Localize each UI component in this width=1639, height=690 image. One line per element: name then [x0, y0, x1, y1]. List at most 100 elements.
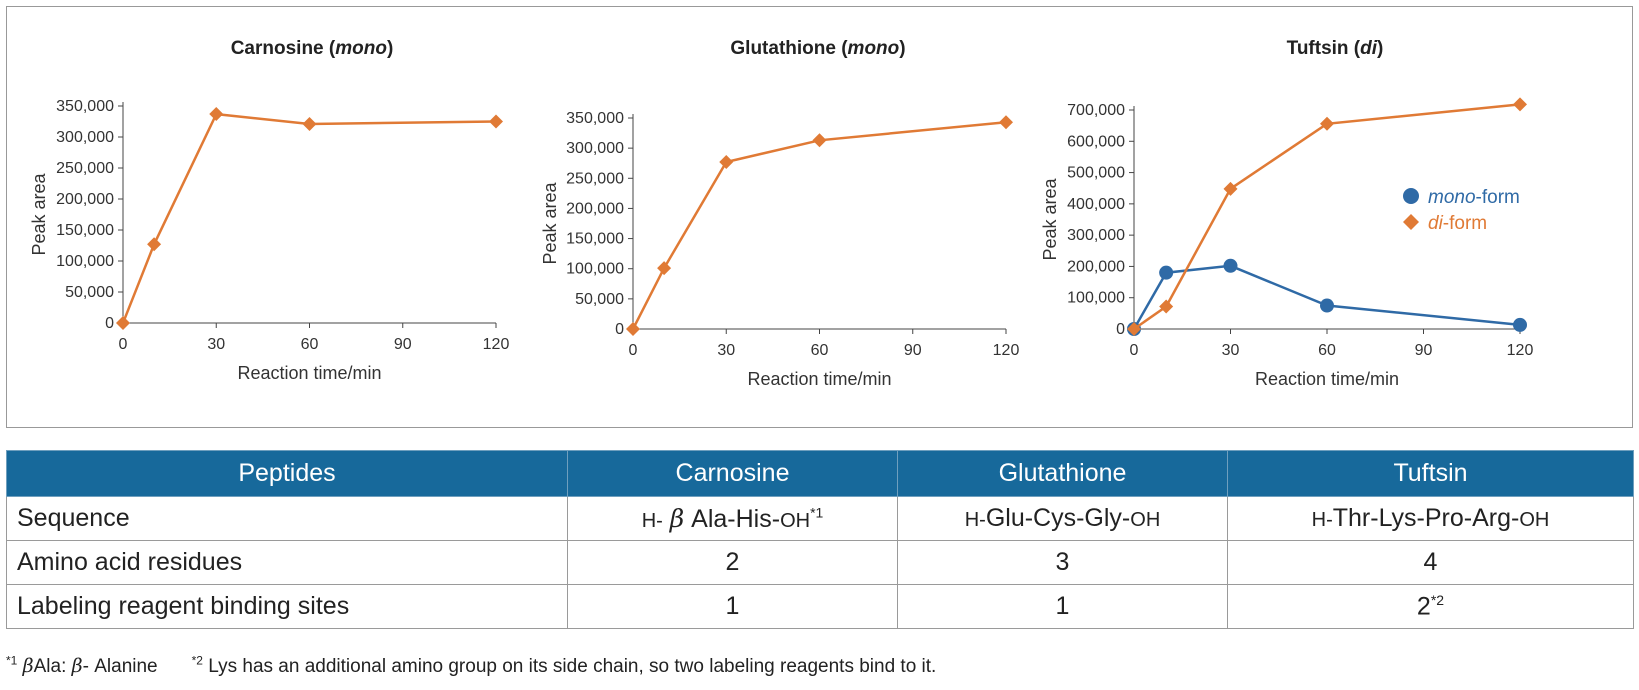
seq-oh: OH: [1130, 509, 1161, 531]
x-tick-label: 90: [394, 336, 412, 353]
beta-symbol: β: [71, 655, 83, 678]
chart-title: Glutathione (mono): [730, 38, 905, 59]
glutathione-sequence: H-Glu-Cys-Gly-OH: [897, 496, 1228, 541]
data-point: [1513, 97, 1527, 112]
x-tick-label: 90: [1415, 342, 1433, 359]
binding-value: 2: [1416, 592, 1431, 621]
data-point: [999, 115, 1013, 130]
seq-oh: OH: [1519, 509, 1550, 531]
series-line: [1132, 264, 1521, 330]
table-row: Labeling reagent binding sites 1 1 2*2: [6, 584, 1634, 629]
data-point: [1320, 298, 1334, 313]
peptide-table: Peptides Carnosine Glutathione Tuftsin S…: [6, 450, 1634, 629]
legend-label: mono-form: [1428, 187, 1520, 208]
header-tuftsin: Tuftsin: [1227, 450, 1634, 497]
data-point: [116, 316, 130, 330]
data-point: [1223, 258, 1238, 273]
y-tick-label: 350,000: [56, 98, 114, 115]
x-axis-label: Reaction time/min: [1255, 369, 1399, 389]
x-tick-label: 0: [119, 336, 128, 353]
seq-h: H-: [964, 509, 986, 531]
beta-symbol: β: [22, 655, 34, 678]
footnote-1: *1 βAla: β- Alanine: [6, 654, 158, 678]
footnote-mark: *2: [191, 654, 203, 668]
y-tick-label: 100,000: [566, 261, 624, 278]
data-point: [657, 261, 672, 276]
y-tick-label: 700,000: [1067, 102, 1125, 119]
footnotes: *1 βAla: β- Alanine *2 Lys has an additio…: [6, 654, 936, 678]
y-tick-label: 50,000: [65, 284, 114, 301]
carnosine-binding: 1: [567, 584, 898, 629]
footnote-ref: *1: [810, 504, 824, 521]
y-tick-label: 350,000: [566, 110, 624, 127]
x-tick-label: 60: [811, 342, 829, 359]
footnote-ref: *2: [1430, 591, 1445, 608]
x-tick-label: 0: [1130, 342, 1139, 359]
y-axis-label: Peak area: [1040, 177, 1060, 260]
x-tick-label: 30: [1222, 342, 1240, 359]
header-carnosine: Carnosine: [567, 450, 898, 497]
y-tick-label: 50,000: [575, 291, 624, 308]
y-tick-label: 400,000: [1067, 196, 1125, 213]
y-tick-label: 200,000: [56, 191, 114, 208]
glutathione-binding: 1: [897, 584, 1228, 629]
y-tick-label: 0: [615, 321, 624, 338]
data-point: [626, 322, 640, 336]
beta-symbol: β: [669, 503, 685, 533]
y-tick-label: 200,000: [566, 200, 624, 217]
glutathione-residues: 3: [897, 540, 1228, 585]
x-axis-label: Reaction time/min: [237, 363, 381, 383]
footnote-text: - Alanine: [82, 656, 158, 678]
y-tick-label: 100,000: [1067, 290, 1125, 307]
y-tick-label: 0: [1116, 321, 1125, 338]
y-tick-label: 300,000: [1067, 227, 1125, 244]
chart-title: Tuftsin (di): [1287, 38, 1384, 59]
chart-title: Carnosine (mono): [231, 38, 394, 59]
footnote-mark: *1: [6, 654, 18, 668]
data-point: [1223, 181, 1238, 196]
carnosine-sequence: H- β Ala-His-OH*1: [567, 496, 898, 541]
header-peptides: Peptides: [6, 450, 568, 497]
data-point: [147, 237, 162, 252]
header-glutathione: Glutathione: [897, 450, 1228, 497]
x-tick-label: 30: [717, 342, 735, 359]
y-tick-label: 200,000: [1067, 258, 1125, 275]
row-label-sequence: Sequence: [6, 496, 568, 541]
y-tick-label: 300,000: [566, 140, 624, 157]
data-point: [302, 116, 317, 131]
data-point: [1159, 265, 1174, 280]
seq-main: Glu-Cys-Gly-: [985, 504, 1131, 532]
y-tick-label: 600,000: [1067, 133, 1125, 150]
x-tick-label: 120: [1507, 342, 1534, 359]
table-header-row: Peptides Carnosine Glutathione Tuftsin: [6, 450, 1634, 497]
x-tick-label: 30: [207, 336, 225, 353]
seq-main: Ala-His-: [691, 504, 781, 533]
y-tick-label: 100,000: [56, 253, 114, 270]
data-point: [209, 107, 224, 122]
x-tick-label: 120: [993, 342, 1020, 359]
data-point: [1513, 317, 1527, 332]
y-tick-label: 300,000: [56, 129, 114, 146]
y-tick-label: 500,000: [1067, 165, 1125, 182]
seq-oh: OH: [780, 509, 811, 532]
table-row: Sequence H- β Ala-His-OH*1 H-Glu-Cys-Gly…: [6, 496, 1634, 541]
data-point: [1320, 116, 1334, 131]
data-point: [812, 133, 827, 148]
tuftsin-sequence: H-Thr-Lys-Pro-Arg-OH: [1227, 496, 1634, 541]
tuftsin-binding: 2*2: [1227, 584, 1634, 629]
table-row: Amino acid residues 2 3 4: [6, 540, 1634, 585]
y-axis-label: Peak area: [29, 172, 49, 255]
footnote-text: Ala:: [33, 656, 72, 678]
seq-h: H-: [641, 509, 663, 532]
row-label-binding: Labeling reagent binding sites: [6, 584, 568, 629]
legend-marker: [1403, 188, 1419, 204]
x-tick-label: 60: [1318, 342, 1336, 359]
legend-label: di-form: [1428, 213, 1487, 234]
carnosine-residues: 2: [567, 540, 898, 585]
legend-marker: [1403, 214, 1419, 230]
data-point: [719, 155, 734, 170]
charts-svg: Carnosine (mono) 0 50,000 100,000 150,000 200…: [29, 38, 1534, 389]
y-tick-label: 150,000: [566, 231, 624, 248]
y-tick-label: 150,000: [56, 222, 114, 239]
x-tick-label: 60: [301, 336, 319, 353]
